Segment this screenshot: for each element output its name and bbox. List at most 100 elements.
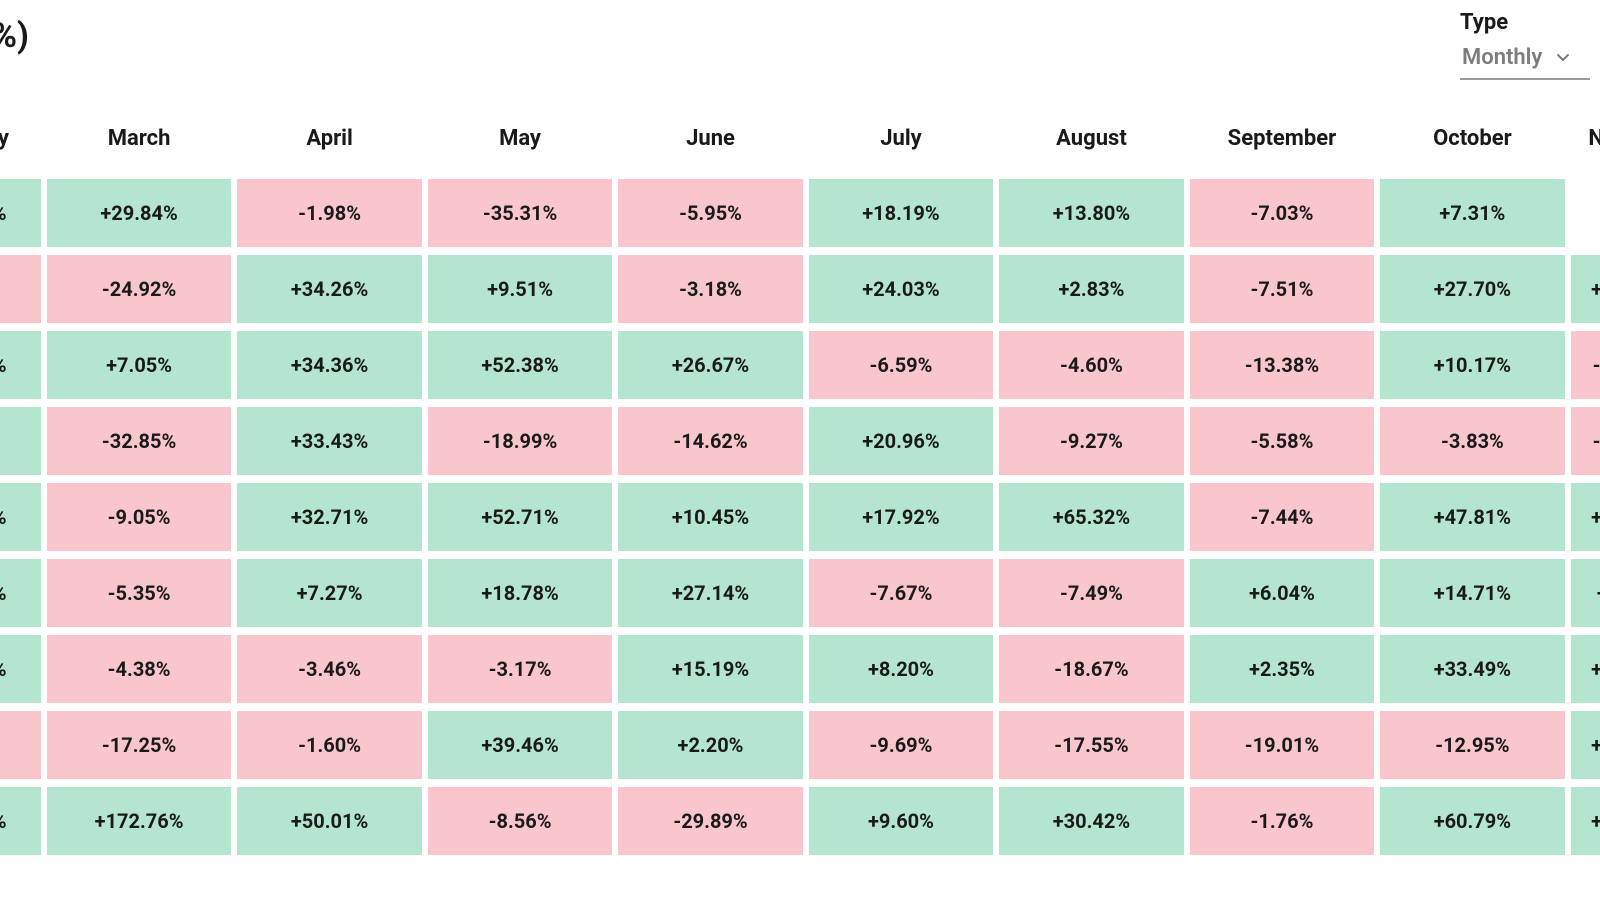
table-cell: +34.36%: [237, 331, 421, 399]
table-cell: +2.20%: [618, 711, 802, 779]
table-cell: +4: [1571, 255, 1600, 323]
table-cell: -13.38%: [1190, 331, 1374, 399]
table-cell: +7.27%: [237, 559, 421, 627]
page-title: (%): [0, 10, 29, 56]
table-row: %-32.85%+33.43%-18.99%-14.62%+20.96%-9.2…: [0, 407, 1600, 475]
table-cell: +2.83%: [999, 255, 1183, 323]
table-cell: %: [0, 255, 41, 323]
table-cell: +47.81%: [1380, 483, 1564, 551]
table-cell: +27.14%: [618, 559, 802, 627]
table-cell: +8.20%: [809, 635, 993, 703]
table-cell: +18.78%: [428, 559, 612, 627]
table-cell: -14.62%: [618, 407, 802, 475]
table-cell: +172.76%: [47, 787, 231, 855]
table-cell: +4: [1571, 787, 1600, 855]
type-label: Type: [1460, 10, 1590, 35]
table-cell: %: [0, 407, 41, 475]
table-cell: -8.56%: [428, 787, 612, 855]
table-header-row: aryMarchAprilMayJuneJulyAugustSeptemberO…: [0, 108, 1600, 171]
table-cell: +24.03%: [809, 255, 993, 323]
table-cell: +2.35%: [1190, 635, 1374, 703]
table-cell: +33.43%: [237, 407, 421, 475]
table-cell: -9.69%: [809, 711, 993, 779]
table-cell: -1.98%: [237, 179, 421, 247]
table-cell: +50.01%: [237, 787, 421, 855]
type-dropdown[interactable]: Monthly: [1460, 41, 1590, 80]
table-cell: 7%: [0, 483, 41, 551]
table-row: 3%-5.35%+7.27%+18.78%+27.14%-7.67%-7.49%…: [0, 559, 1600, 627]
table-cell: -1.60%: [237, 711, 421, 779]
table-cell: +10.45%: [618, 483, 802, 551]
table-cell: -3: [1571, 407, 1600, 475]
column-header: ary: [0, 108, 41, 171]
table-row: 7%+172.76%+50.01%-8.56%-29.89%+9.60%+30.…: [0, 787, 1600, 855]
column-header: August: [999, 108, 1183, 171]
table-cell: -5.95%: [618, 179, 802, 247]
table-cell: +18.19%: [809, 179, 993, 247]
table-cell: +9.60%: [809, 787, 993, 855]
table-cell: -5.58%: [1190, 407, 1374, 475]
table-cell: +5: [1571, 483, 1600, 551]
table-cell: %: [0, 711, 41, 779]
table-cell: +52.71%: [428, 483, 612, 551]
table-cell: -7.67%: [809, 559, 993, 627]
table-cell: -17.55%: [999, 711, 1183, 779]
table-cell: -29.89%: [618, 787, 802, 855]
table-cell: -9.27%: [999, 407, 1183, 475]
table-cell: +27.70%: [1380, 255, 1564, 323]
table-row: 4%+7.05%+34.36%+52.38%+26.67%-6.59%-4.60…: [0, 331, 1600, 399]
table-cell: -4.60%: [999, 331, 1183, 399]
table-cell: +14.71%: [1380, 559, 1564, 627]
table-cell: +33.49%: [1380, 635, 1564, 703]
table-cell: 3%: [0, 179, 41, 247]
type-dropdown-value: Monthly: [1462, 45, 1542, 70]
table-cell: -3.83%: [1380, 407, 1564, 475]
table-row: 3%+29.84%-1.98%-35.31%-5.95%+18.19%+13.8…: [0, 179, 1600, 247]
table-cell: -18.99%: [428, 407, 612, 475]
column-header: March: [47, 108, 231, 171]
table-cell: -24.92%: [47, 255, 231, 323]
column-header: July: [809, 108, 993, 171]
table-cell: +52.38%: [428, 331, 612, 399]
table-cell: +7.05%: [47, 331, 231, 399]
column-header: April: [237, 108, 421, 171]
table-cell: +34.26%: [237, 255, 421, 323]
table-cell: -18.67%: [999, 635, 1183, 703]
table-row: 3%-4.38%-3.46%-3.17%+15.19%+8.20%-18.67%…: [0, 635, 1600, 703]
table-cell: +10.17%: [1380, 331, 1564, 399]
column-header: October: [1380, 108, 1564, 171]
table-cell: +26.67%: [618, 331, 802, 399]
table-cell: +6.04%: [1190, 559, 1374, 627]
table-cell: -35.31%: [428, 179, 612, 247]
table-cell: 3%: [0, 559, 41, 627]
table-cell: -3.18%: [618, 255, 802, 323]
table-cell: -6.59%: [809, 331, 993, 399]
table-cell: -5.35%: [47, 559, 231, 627]
table-cell: -3.17%: [428, 635, 612, 703]
chevron-down-icon: [1556, 51, 1570, 65]
type-selector-group: Type Monthly: [1460, 10, 1590, 80]
table-cell: +1: [1571, 711, 1600, 779]
table-cell: -9.05%: [47, 483, 231, 551]
table-cell: -7.03%: [1190, 179, 1374, 247]
table-cell: +9.51%: [428, 255, 612, 323]
table-cell: +1: [1571, 635, 1600, 703]
column-header: No: [1571, 108, 1600, 171]
table-row: %-17.25%-1.60%+39.46%+2.20%-9.69%-17.55%…: [0, 711, 1600, 779]
table-row: %-24.92%+34.26%+9.51%-3.18%+24.03%+2.83%…: [0, 255, 1600, 323]
table-cell: +32.71%: [237, 483, 421, 551]
table-cell: 7%: [0, 787, 41, 855]
table-cell: +60.79%: [1380, 787, 1564, 855]
table-cell: -4.38%: [47, 635, 231, 703]
table-cell: +: [1571, 559, 1600, 627]
column-header: May: [428, 108, 612, 171]
table-cell: -1: [1571, 331, 1600, 399]
table-cell: +17.92%: [809, 483, 993, 551]
table-cell: +20.96%: [809, 407, 993, 475]
table-row: 7%-9.05%+32.71%+52.71%+10.45%+17.92%+65.…: [0, 483, 1600, 551]
table-cell: +13.80%: [999, 179, 1183, 247]
table-cell: -19.01%: [1190, 711, 1374, 779]
table-cell: -7.51%: [1190, 255, 1374, 323]
table-cell: -32.85%: [47, 407, 231, 475]
column-header: June: [618, 108, 802, 171]
